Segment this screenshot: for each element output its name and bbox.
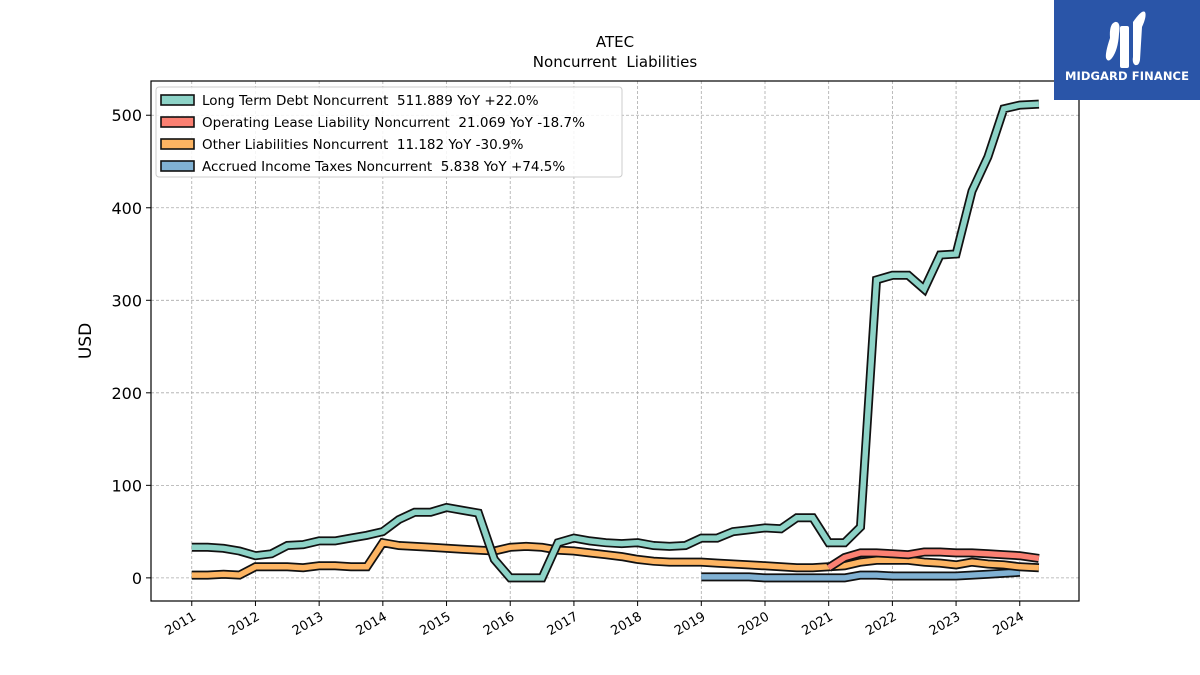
logo-text: MIDGARD FINANCE (1064, 69, 1190, 83)
series-2 (191, 537, 1040, 580)
legend-swatch (160, 116, 195, 128)
legend-label: Long Term Debt Noncurrent 511.889 YoY +2… (202, 93, 539, 109)
chart-subtitle: Noncurrent Liabilities (533, 53, 698, 71)
legend-swatch (160, 94, 195, 106)
legend-swatch (160, 138, 195, 150)
midgard-finance-logo: MIDGARD FINANCE (1054, 0, 1200, 100)
legend-swatch (160, 160, 195, 172)
legend-label: Accrued Income Taxes Noncurrent 5.838 Yo… (202, 159, 565, 175)
series-line (827, 549, 1040, 571)
chart-title: ATEC (596, 33, 634, 51)
x-tick-label: 2012 (226, 609, 262, 639)
series-line (191, 101, 1040, 581)
plot-frame (150, 80, 1080, 602)
y-axis-label: USD (76, 323, 96, 359)
x-tick-label: 2011 (163, 609, 199, 639)
series-lines (191, 99, 1040, 583)
legend-frame (155, 86, 623, 178)
logo-mark-icon (1105, 11, 1146, 68)
y-tick-label: 200 (111, 384, 142, 403)
x-tick-label: 2022 (863, 609, 899, 639)
y-tick-label: 100 (111, 476, 142, 495)
legend-label: Other Liabilities Noncurrent 11.182 YoY … (202, 137, 524, 153)
legend-label: Operating Lease Liability Noncurrent 21.… (202, 115, 585, 131)
x-tick-label: 2015 (417, 609, 453, 639)
series-line (191, 539, 1040, 578)
x-tick-label: 2023 (927, 609, 963, 639)
y-tick-label: 500 (111, 106, 142, 125)
y-tick-label: 400 (111, 199, 142, 218)
x-tick-label: 2017 (545, 609, 581, 639)
series-3 (701, 567, 1021, 583)
series-1 (826, 547, 1040, 572)
x-tick-label: 2019 (672, 609, 708, 639)
x-tick-label: 2024 (991, 609, 1027, 639)
y-tick-label: 300 (111, 291, 142, 310)
x-tick-label: 2014 (354, 609, 390, 639)
x-tick-label: 2013 (290, 609, 326, 639)
x-tick-label: 2018 (608, 609, 644, 639)
series-line (701, 569, 1020, 581)
series-0 (191, 99, 1040, 583)
x-tick-label: 2021 (800, 609, 836, 639)
y-tick-label: 0 (132, 569, 142, 588)
x-tick-label: 2016 (481, 609, 517, 639)
x-tick-label: 2020 (736, 609, 772, 639)
legend: Long Term Debt Noncurrent 511.889 YoY +2… (155, 86, 623, 178)
